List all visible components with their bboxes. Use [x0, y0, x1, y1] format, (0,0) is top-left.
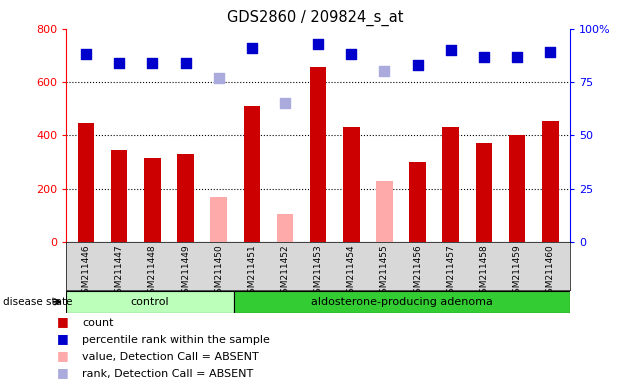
Point [147, 60, 158, 66]
Text: GSM211447: GSM211447 [115, 244, 123, 299]
Text: rank, Detection Call = ABSENT: rank, Detection Call = ABSENT [82, 369, 253, 379]
Text: GSM211451: GSM211451 [248, 244, 256, 299]
Text: ■: ■ [57, 349, 69, 362]
Bar [177, 154, 194, 242]
Bar [476, 143, 492, 242]
Bar [244, 106, 260, 242]
Bar [310, 68, 326, 242]
Bar [144, 158, 161, 242]
Text: GSM211446: GSM211446 [81, 244, 91, 299]
Text: GSM211452: GSM211452 [280, 244, 290, 299]
Bar [376, 180, 392, 242]
Text: GSM211455: GSM211455 [380, 244, 389, 299]
Text: GSM211460: GSM211460 [546, 244, 555, 299]
Point [346, 51, 357, 58]
Bar [343, 127, 360, 242]
Bar [234, 291, 570, 313]
Text: value, Detection Call = ABSENT: value, Detection Call = ABSENT [82, 352, 259, 362]
Point [379, 68, 389, 74]
Text: GSM211450: GSM211450 [214, 244, 223, 299]
Bar [111, 150, 127, 242]
Bar [410, 162, 426, 242]
Text: GSM211454: GSM211454 [346, 244, 356, 299]
Bar [66, 291, 234, 313]
Point [413, 62, 423, 68]
Point [446, 47, 456, 53]
Point [313, 41, 323, 47]
Point [280, 100, 290, 106]
Text: ■: ■ [57, 314, 69, 328]
Text: GDS2860 / 209824_s_at: GDS2860 / 209824_s_at [227, 10, 403, 26]
Bar [277, 214, 294, 242]
Point [247, 45, 257, 51]
Text: control: control [131, 297, 169, 307]
Point [81, 51, 91, 58]
Bar [210, 197, 227, 242]
Text: GSM211453: GSM211453 [314, 244, 323, 299]
Point [512, 53, 522, 60]
Text: count: count [82, 318, 113, 328]
Text: GSM211458: GSM211458 [479, 244, 488, 299]
Text: ■: ■ [57, 332, 69, 345]
Text: GSM211448: GSM211448 [148, 244, 157, 299]
Text: disease state: disease state [3, 297, 72, 307]
Point [180, 60, 190, 66]
Text: GSM211459: GSM211459 [513, 244, 522, 299]
Text: percentile rank within the sample: percentile rank within the sample [82, 335, 270, 345]
Point [479, 53, 489, 60]
Text: aldosterone-producing adenoma: aldosterone-producing adenoma [311, 297, 493, 307]
Bar [509, 136, 525, 242]
Bar [442, 127, 459, 242]
Point [545, 49, 555, 55]
Point [114, 60, 124, 66]
Point [214, 75, 224, 81]
Text: GSM211457: GSM211457 [446, 244, 455, 299]
Text: ■: ■ [57, 366, 69, 379]
Text: GSM211456: GSM211456 [413, 244, 422, 299]
Bar [542, 121, 559, 242]
Bar [77, 123, 94, 242]
Text: GSM211449: GSM211449 [181, 244, 190, 299]
